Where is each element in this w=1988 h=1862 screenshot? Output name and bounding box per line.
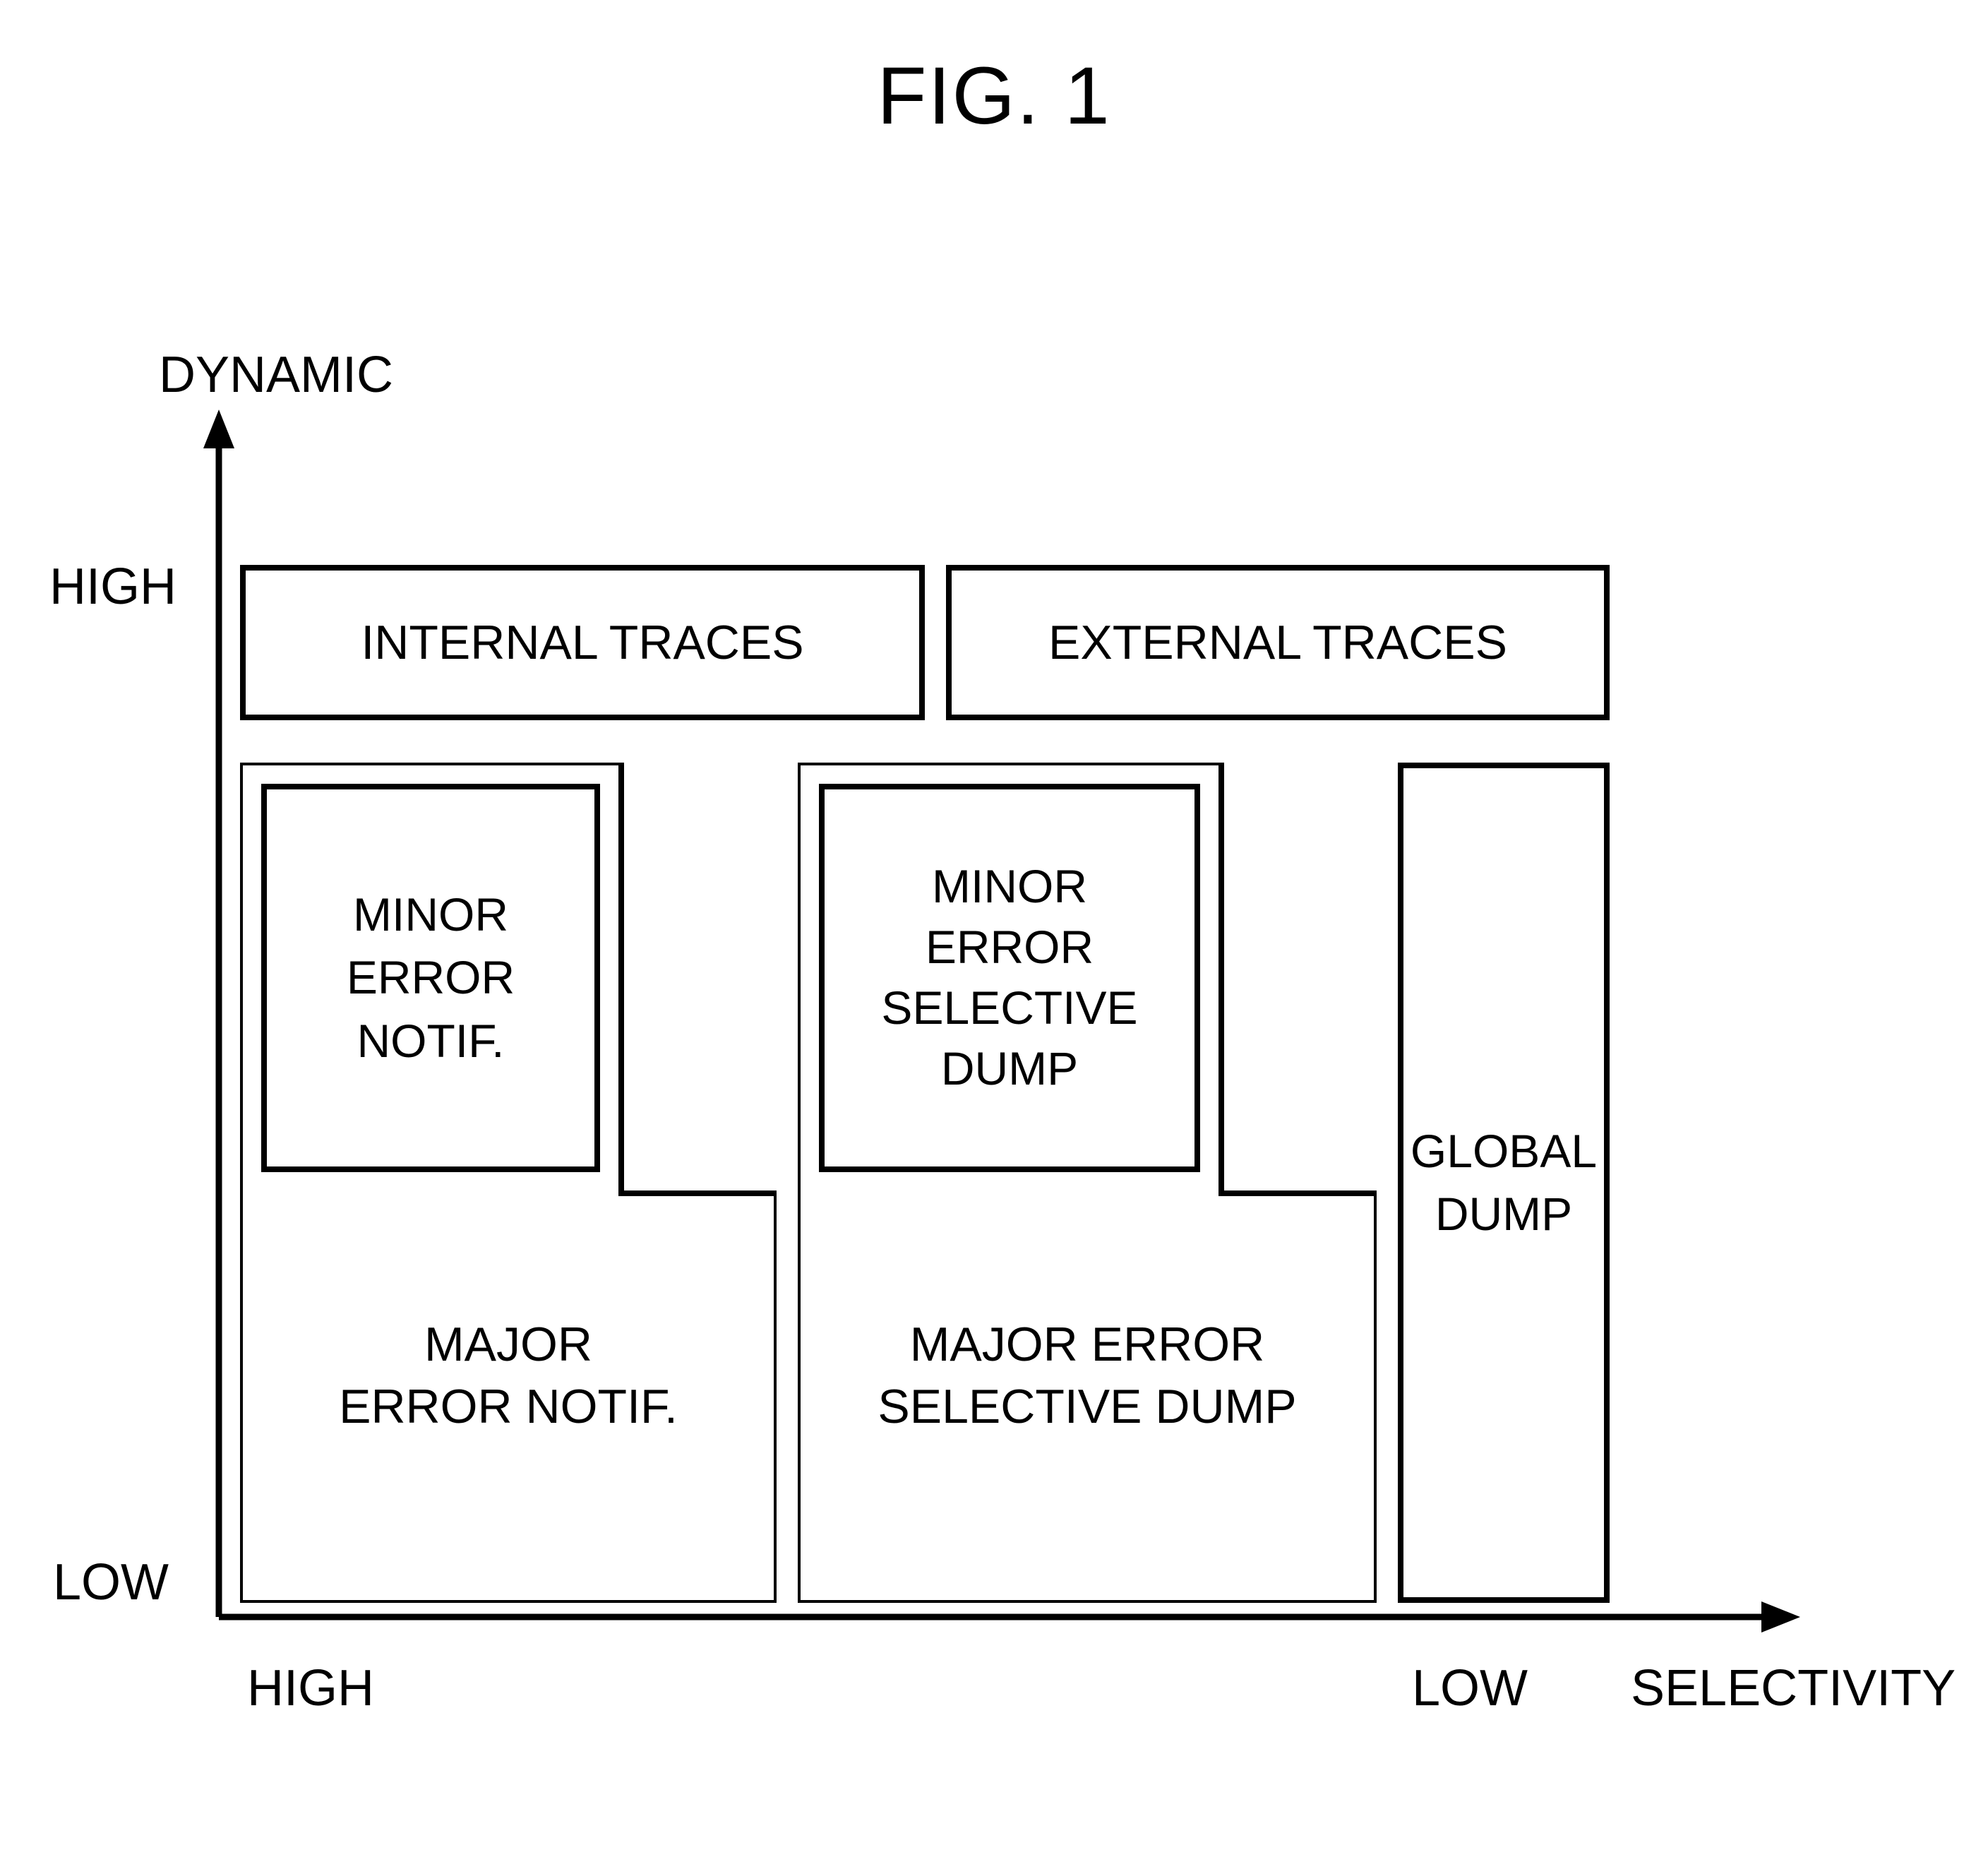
y-axis-label: DYNAMIC <box>159 346 393 404</box>
major-error-selective-block: MINOR ERROR SELECTIVE DUMP MAJOR ERROR S… <box>798 763 1377 1603</box>
box-external-traces: EXTERNAL TRACES <box>946 565 1610 720</box>
minor-error-selective-label: MINOR ERROR SELECTIVE DUMP <box>881 857 1137 1099</box>
figure-container: FIG. 1 DYNAMIC HIGH LOW HIGH LOW SELECTI… <box>0 0 1988 1862</box>
box-internal-traces-label: INTERNAL TRACES <box>361 613 803 673</box>
major-error-selective-label: MAJOR ERROR SELECTIVE DUMP <box>798 1313 1377 1438</box>
chart-area: DYNAMIC HIGH LOW HIGH LOW SELECTIVITY IN… <box>198 339 1892 1681</box>
major-error-notif-label: MAJOR ERROR NOTIF. <box>240 1313 777 1438</box>
global-dump-label: GLOBAL DUMP <box>1411 1120 1597 1246</box>
minor-error-notif-label: MINOR ERROR NOTIF. <box>347 883 515 1072</box>
figure-title: FIG. 1 <box>877 49 1111 143</box>
y-tick-high: HIGH <box>49 558 176 616</box>
box-minor-error-notif: MINOR ERROR NOTIF. <box>261 784 600 1172</box>
box-external-traces-label: EXTERNAL TRACES <box>1048 613 1507 673</box>
box-internal-traces: INTERNAL TRACES <box>240 565 925 720</box>
x-axis-label: SELECTIVITY <box>1631 1659 1956 1717</box>
box-minor-error-selective: MINOR ERROR SELECTIVE DUMP <box>819 784 1200 1172</box>
box-global-dump: GLOBAL DUMP <box>1398 763 1610 1603</box>
x-tick-low: LOW <box>1412 1659 1528 1717</box>
x-tick-high: HIGH <box>247 1659 374 1717</box>
major-error-notif-block: MINOR ERROR NOTIF. MAJOR ERROR NOTIF. <box>240 763 777 1603</box>
y-tick-low: LOW <box>53 1553 169 1611</box>
